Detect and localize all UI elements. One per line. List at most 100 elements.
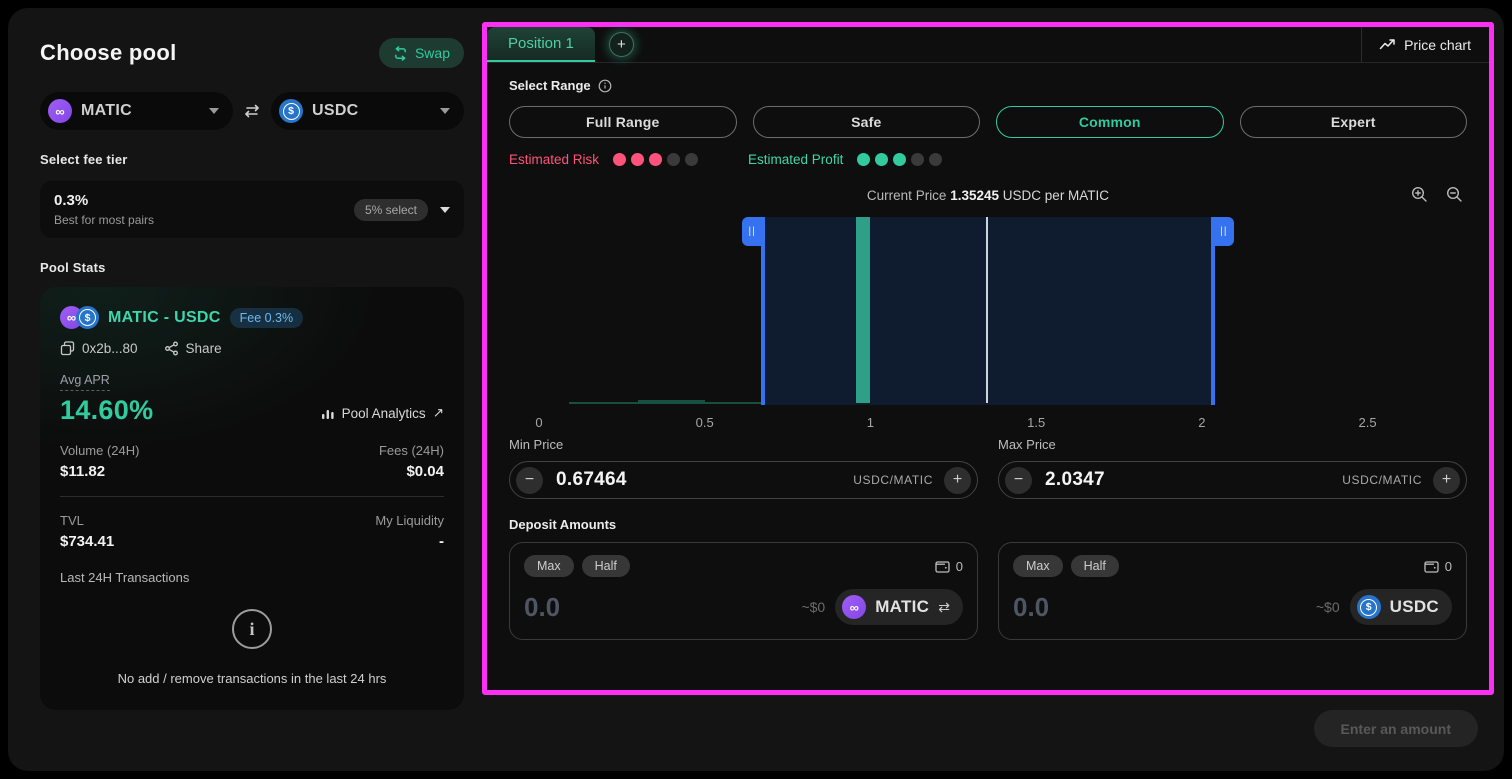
my-liquidity-value: -	[439, 533, 444, 550]
deposit-field-usdc: Max Half 0 ~$0	[998, 542, 1467, 640]
current-price-line	[986, 217, 989, 403]
matic-icon: ∞	[48, 99, 72, 123]
copy-icon[interactable]	[60, 341, 75, 356]
meter-dot	[929, 153, 943, 166]
meter-dot	[893, 153, 907, 166]
liquidity-spike-bar	[855, 217, 871, 403]
position-panel: Position 1 + Price chart Select Range	[482, 22, 1494, 695]
meter-dot	[631, 153, 645, 166]
price-chart-link[interactable]: Price chart	[1361, 27, 1489, 62]
liquidity-chart-plot[interactable]: || ||	[539, 217, 1467, 405]
add-position-button[interactable]: +	[608, 32, 634, 57]
pair-token-icons: ∞ $	[60, 306, 99, 329]
tvl-label: TVL	[60, 513, 84, 528]
liquidity-chart: || || 0 0.5 1 1.5 2 2.5	[535, 217, 1467, 433]
volume-value: $11.82	[60, 463, 106, 480]
zoom-out-icon[interactable]	[1446, 186, 1463, 203]
half-button[interactable]: Half	[1070, 555, 1119, 577]
pool-address[interactable]: 0x2b...80	[82, 341, 138, 356]
deposit-amount-input-matic[interactable]	[524, 591, 764, 623]
liquidity-baseline-segment	[638, 400, 705, 404]
risk-dots	[613, 153, 699, 166]
chart-x-axis: 0 0.5 1 1.5 2 2.5	[535, 411, 1467, 433]
x-axis-tick: 1.5	[1027, 415, 1046, 430]
max-button[interactable]: Max	[1013, 555, 1063, 577]
usdc-icon: $	[1356, 595, 1381, 619]
token-in-select[interactable]: ∞ MATIC	[40, 92, 233, 130]
fee-tier-desc: Best for most pairs	[54, 213, 155, 227]
deposit-token-matic[interactable]: ∞ MATIC ⇄	[835, 589, 963, 625]
min-price-handle[interactable]: ||	[741, 217, 763, 246]
range-option-safe[interactable]: Safe	[752, 106, 980, 138]
fee-tier-value: 0.3%	[54, 192, 89, 209]
chevron-down-icon	[440, 206, 450, 213]
transactions-label: Last 24H Transactions	[60, 570, 190, 585]
bar-chart-icon	[321, 407, 335, 420]
pool-stats-label: Pool Stats	[40, 260, 106, 275]
min-price-increment-button[interactable]: +	[944, 466, 971, 494]
range-option-expert[interactable]: Expert	[1239, 106, 1467, 138]
divider	[60, 496, 444, 497]
max-price-decrement-button[interactable]: −	[1005, 466, 1032, 494]
x-axis-tick: 2.5	[1358, 415, 1377, 430]
transactions-empty-text: No add / remove transactions in the last…	[117, 671, 387, 686]
deposit-amounts-label: Deposit Amounts	[509, 517, 617, 532]
deposit-amount-input-usdc[interactable]	[1013, 591, 1253, 623]
max-price-handle[interactable]: ||	[1213, 217, 1235, 246]
swap-cycle-icon	[393, 45, 408, 61]
info-icon[interactable]	[598, 79, 612, 93]
range-option-common[interactable]: Common	[996, 106, 1224, 138]
min-price-input[interactable]	[556, 469, 726, 491]
liquidity-baseline-segment	[568, 402, 639, 404]
trending-up-icon	[1379, 38, 1396, 51]
usdc-icon: $	[76, 306, 99, 329]
volume-label: Volume (24H)	[60, 443, 140, 458]
meter-dot	[649, 153, 663, 166]
usd-estimate: ~$0	[801, 599, 826, 615]
pool-fee-badge: Fee 0.3%	[229, 307, 304, 328]
swap-token-icon[interactable]: ⇄	[938, 598, 950, 615]
swap-direction-icon[interactable]	[243, 104, 261, 118]
meter-dot	[875, 153, 889, 166]
x-axis-tick: 2	[1198, 415, 1206, 430]
fees-value: $0.04	[406, 463, 444, 480]
max-price-increment-button[interactable]: +	[1433, 466, 1460, 494]
half-button[interactable]: Half	[581, 555, 630, 577]
fee-tier-select[interactable]: 0.3% Best for most pairs 5% select	[40, 181, 464, 238]
max-button[interactable]: Max	[524, 555, 574, 577]
pool-analytics-link[interactable]: Pool Analytics ↗	[321, 405, 444, 426]
x-axis-tick: 1	[866, 415, 875, 430]
info-icon: i	[232, 609, 272, 649]
select-range-label: Select Range	[509, 78, 591, 93]
swap-button[interactable]: Swap	[378, 38, 464, 68]
token-out-select[interactable]: $ USDC	[271, 92, 464, 130]
current-price-value: 1.35245	[950, 188, 1000, 203]
estimated-risk-meter: Estimated Risk	[509, 152, 699, 167]
min-price-handle-line[interactable]	[760, 217, 765, 405]
max-price-input[interactable]	[1045, 469, 1215, 491]
wallet-icon	[1424, 560, 1439, 573]
pool-stats-card: ∞ $ MATIC - USDC Fee 0.3% 0x2b...80	[40, 287, 464, 710]
share-label[interactable]: Share	[185, 341, 222, 356]
current-price-label: Current Price	[866, 188, 947, 203]
tab-position-1[interactable]: Position 1	[487, 27, 595, 62]
avg-apr-value: 14.60%	[60, 395, 154, 425]
meter-dot	[613, 153, 627, 166]
max-price-label: Max Price	[998, 437, 1056, 452]
usdc-icon: $	[279, 99, 303, 123]
x-axis-tick: 0	[535, 415, 543, 430]
meter-dot	[911, 153, 925, 166]
app-window: Choose pool Swap ∞ MATIC	[8, 8, 1504, 771]
plus-icon: +	[616, 36, 626, 53]
matic-icon: ∞	[842, 595, 867, 619]
max-price-handle-line[interactable]	[1211, 217, 1216, 405]
profit-dots	[857, 153, 943, 166]
submit-button[interactable]: Enter an amount	[1313, 710, 1478, 747]
zoom-in-icon[interactable]	[1411, 186, 1428, 203]
liquidity-baseline-segment	[704, 402, 763, 404]
range-option-full-range[interactable]: Full Range	[509, 106, 737, 138]
deposit-token-usdc[interactable]: $ USDC	[1349, 589, 1452, 625]
share-icon[interactable]	[164, 341, 179, 356]
tvl-value: $734.41	[60, 533, 115, 550]
min-price-decrement-button[interactable]: −	[516, 466, 543, 494]
